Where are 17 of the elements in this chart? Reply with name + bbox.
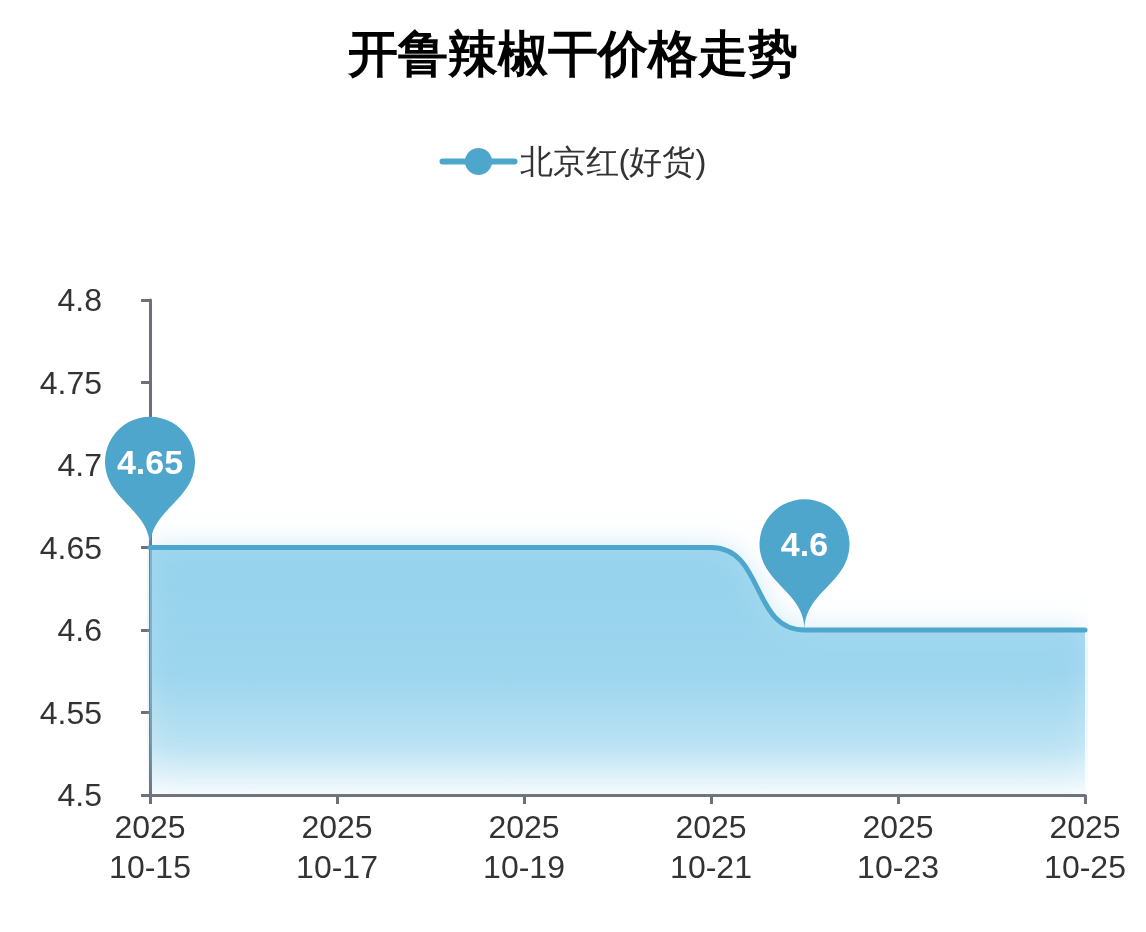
chart-title: 开鲁辣椒干价格走势 bbox=[347, 26, 798, 82]
y-tick-label: 4.8 bbox=[57, 282, 102, 318]
x-tick-label: 2025 10-25 bbox=[1044, 809, 1126, 885]
data-label: 4.6 bbox=[780, 525, 829, 564]
legend-label: 北京红(好货) bbox=[519, 143, 707, 180]
x-tick-label: 2025 10-19 bbox=[483, 809, 565, 885]
y-tick-label: 4.65 bbox=[39, 529, 102, 566]
x-tick-label: 2025 10-23 bbox=[857, 809, 939, 885]
x-tick-label: 2025 10-21 bbox=[670, 809, 752, 885]
y-tick-label: 4.5 bbox=[57, 777, 102, 813]
y-tick-label: 4.75 bbox=[39, 364, 102, 401]
data-label: 4.65 bbox=[116, 442, 184, 481]
y-tick-label: 4.6 bbox=[57, 612, 102, 648]
y-tick-label: 4.55 bbox=[39, 694, 102, 731]
x-tick-label: 2025 10-15 bbox=[109, 809, 191, 885]
x-tick-label: 2025 10-17 bbox=[296, 809, 378, 885]
y-tick-label: 4.7 bbox=[57, 447, 102, 483]
